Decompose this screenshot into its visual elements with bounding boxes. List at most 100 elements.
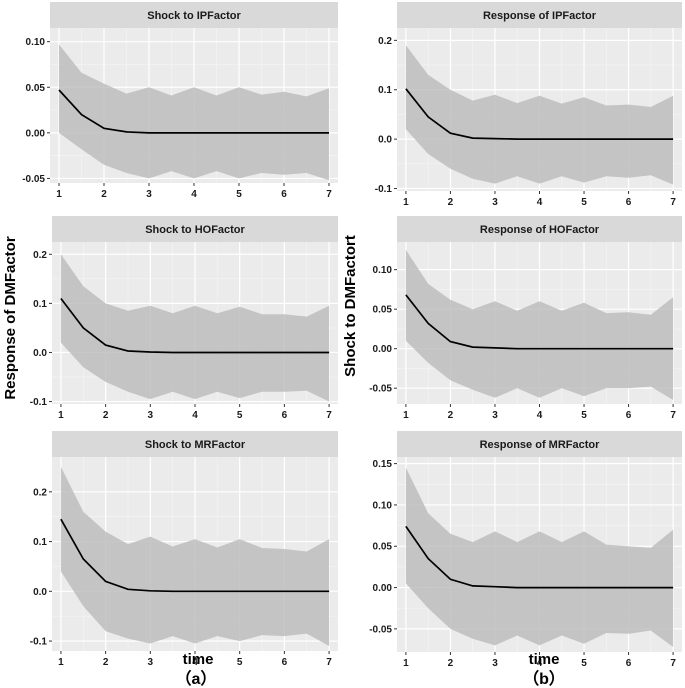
chart-6-xtick-label: 3 xyxy=(492,658,498,669)
chart-2-xtick-label: 6 xyxy=(626,197,632,208)
chart-5-xtick-label: 2 xyxy=(103,657,109,668)
chart-6-ytick-label: 0.00 xyxy=(373,583,393,594)
chart-3-ytick-label: -0.1 xyxy=(30,397,48,408)
chart-1-response-line xyxy=(58,89,329,134)
chart-3-ytick-label: 0.1 xyxy=(33,299,47,310)
chart-1-confidence-band xyxy=(59,44,329,181)
chart-4-xtick-label: 2 xyxy=(448,410,454,421)
panel-label-a: （a） xyxy=(176,670,217,688)
chart-4-response-line xyxy=(405,294,674,350)
chart-4-group: Response of HOFactor -0.05 0.00 0.05 0.10 1 2 3… xyxy=(369,216,682,421)
right-y-axis-title: Shock to DMFactort xyxy=(342,235,359,377)
chart-3-xtick-label: 3 xyxy=(148,410,154,421)
chart-5-ytick-label: 0.1 xyxy=(33,537,47,548)
chart-4-ytick-label: 0.10 xyxy=(373,265,393,276)
chart-5-ytick-label: 0.2 xyxy=(33,487,47,498)
chart-4-ytick-label: 0.05 xyxy=(373,305,393,316)
chart-1-xtick-label: 6 xyxy=(281,189,287,200)
chart-6-ytick-label: 0.10 xyxy=(373,500,393,511)
chart-6-xtick-label: 2 xyxy=(448,658,454,669)
chart-1-xtick-label: 7 xyxy=(326,189,332,200)
chart-6-response-line xyxy=(405,525,674,589)
chart-4-xtick-label: 6 xyxy=(626,410,632,421)
chart-6-group: Response of MRFactor -0.05 0.00 0.05 0.10 0.1… xyxy=(369,431,682,669)
chart-6-title: Response of MRFactor xyxy=(480,439,601,451)
chart-1-title: Shock to IPFactor xyxy=(147,10,241,22)
chart-5-response-line xyxy=(60,518,330,593)
chart-5-confidence-band xyxy=(60,466,330,646)
chart-2-strip xyxy=(397,2,682,28)
chart-4-xtick-label: 3 xyxy=(492,410,498,421)
chart-4-confidence-band xyxy=(405,249,674,400)
chart-6-xtick-label: 7 xyxy=(670,658,676,669)
chart-1-xtick-label: 4 xyxy=(191,189,197,200)
chart-1-xtick-label: 3 xyxy=(146,189,152,200)
chart-2-xtick-label: 1 xyxy=(403,197,409,208)
chart-4-title: Response of HOFactor xyxy=(480,224,600,236)
chart-3-xtick-label: 2 xyxy=(103,410,109,421)
chart-5-xtick-label: 3 xyxy=(148,657,154,668)
chart-4-strip xyxy=(397,216,682,242)
chart-3-xtick-label: 1 xyxy=(58,410,64,421)
chart-6-strip xyxy=(397,431,682,457)
chart-5-group: Shock to MRFactor -0.1 0.0 0.1 0.2 1 2 3 4 5 6 7 xyxy=(30,431,338,668)
chart-4-xtick-label: 5 xyxy=(581,410,587,421)
chart-1-xtick-label: 1 xyxy=(56,189,62,200)
chart-5-strip xyxy=(52,431,338,457)
chart-3-ytick-label: 0.2 xyxy=(33,250,47,261)
chart-4-xtick-label: 1 xyxy=(403,410,409,421)
chart-1-ytick-label: 0.00 xyxy=(26,128,46,139)
chart-4-xtick-label: 4 xyxy=(537,410,543,421)
chart-2-response-line xyxy=(405,88,674,140)
chart-5-xtick-label: 1 xyxy=(58,657,64,668)
chart-3-title: Shock to HOFactor xyxy=(145,224,245,236)
chart-2-xtick-label: 5 xyxy=(581,197,587,208)
chart-6-ytick-label: 0.15 xyxy=(373,459,393,470)
chart-2-xtick-label: 3 xyxy=(492,197,498,208)
chart-1-ytick-label: 0.10 xyxy=(26,37,46,48)
chart-3-xtick-label: 5 xyxy=(237,410,243,421)
chart-3-strip xyxy=(52,216,338,242)
chart-6-ytick-label: 0.05 xyxy=(373,542,393,553)
chart-6-xtick-label: 6 xyxy=(626,658,632,669)
chart-1-strip xyxy=(50,2,338,28)
chart-2-ytick-label: 0.2 xyxy=(378,36,392,47)
chart-1-ytick-label: -0.05 xyxy=(22,174,45,185)
chart-2-group: Response of IPFactor -0.1 0.0 0.1 0.2 1 2 3 4 5 6 7 xyxy=(375,2,682,208)
left-x-axis-title: time xyxy=(183,651,214,668)
chart-1-xtick-label: 2 xyxy=(101,189,107,200)
panels-layer: Shock to IPFactor-0.050.000.050.101 2 3 4 5 6… xyxy=(22,2,682,669)
chart-2-title: Response of IPFactor xyxy=(483,10,597,22)
chart-3-xtick-label: 6 xyxy=(282,410,288,421)
chart-3-xtick-label: 4 xyxy=(192,410,198,421)
chart-3-ytick-label: 0.0 xyxy=(33,348,47,359)
chart-5-xtick-label: 4 xyxy=(192,657,198,668)
chart-2-xtick-label: 2 xyxy=(448,197,454,208)
chart-2-xtick-label: 4 xyxy=(537,197,543,208)
chart-4-ytick-label: 0.00 xyxy=(373,344,393,355)
chart-5-xtick-label: 6 xyxy=(282,657,288,668)
chart-1-ytick-label: 0.05 xyxy=(26,83,46,94)
chart-6-confidence-band xyxy=(405,467,674,647)
chart-5-ytick-label: 0.0 xyxy=(33,587,47,598)
chart-5-ytick-label: -0.1 xyxy=(30,637,48,648)
chart-6-xtick-label: 4 xyxy=(537,658,543,669)
chart-6-xtick-label: 1 xyxy=(403,658,409,669)
right-x-axis-title: time xyxy=(529,651,560,668)
chart-3-xtick-label: 7 xyxy=(326,410,332,421)
chart-4-ytick-label: -0.05 xyxy=(369,384,392,395)
chart-3-group: Shock to HOFactor -0.1 0.0 0.1 0.2 1 2 3 4 5 6 7 xyxy=(30,216,338,421)
panel-label-b: （b） xyxy=(523,670,565,688)
chart-5-xtick-label: 7 xyxy=(326,657,332,668)
chart-3-confidence-band xyxy=(60,254,330,402)
left-y-axis-title: Response of DMFactor xyxy=(2,236,19,400)
chart-2-xtick-label: 7 xyxy=(670,197,676,208)
chart-4-xtick-label: 7 xyxy=(670,410,676,421)
chart-2-confidence-band xyxy=(405,45,674,185)
chart-2-ytick-label: 0.1 xyxy=(378,85,392,96)
chart-6-xtick-label: 5 xyxy=(581,658,587,669)
chart-2-ytick-label: -0.1 xyxy=(375,184,393,195)
chart-1-xtick-label: 5 xyxy=(236,189,242,200)
chart-3-response-line xyxy=(60,297,330,354)
